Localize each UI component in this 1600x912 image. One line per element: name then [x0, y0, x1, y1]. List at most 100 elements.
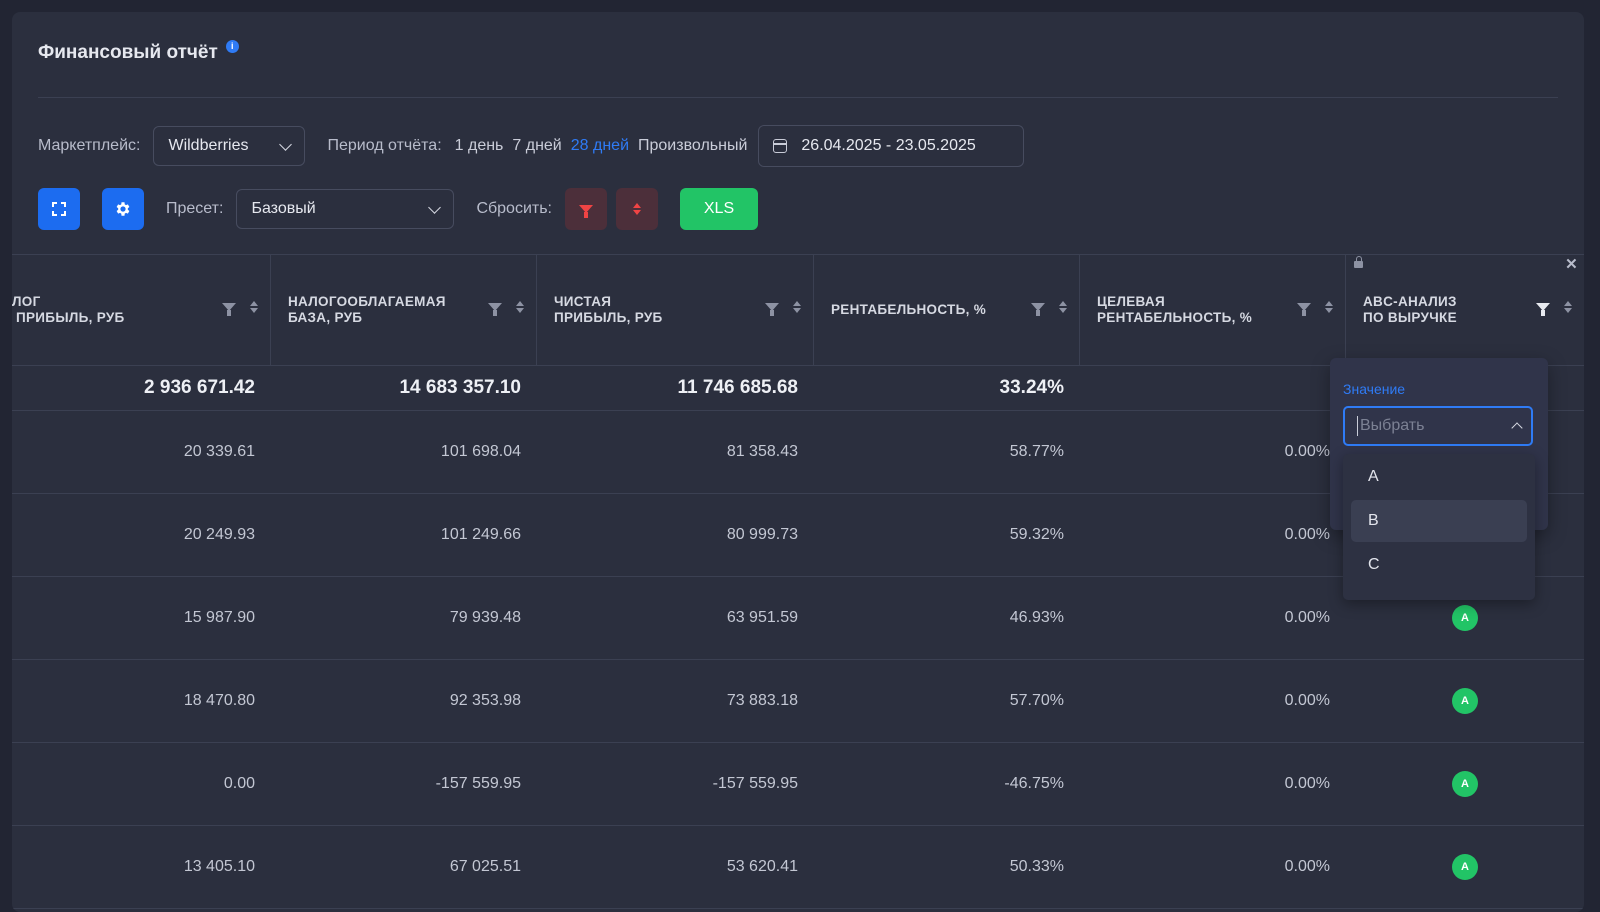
table-cell: 73 883.18	[726, 692, 798, 709]
marketplace-select[interactable]: Wildberries	[153, 126, 306, 166]
col-header-target-profitability[interactable]: ЦЕЛЕВАЯ РЕНТАБЕЛЬНОСТЬ, %	[1080, 255, 1346, 365]
sort-icon[interactable]	[1059, 301, 1067, 313]
chevron-down-icon	[428, 200, 442, 214]
option-b[interactable]: B	[1351, 500, 1527, 542]
col-header-profitability[interactable]: РЕНТАБЕЛЬНОСТЬ, %	[814, 255, 1080, 365]
table-cell: 92 353.98	[449, 692, 521, 709]
col-header-label: ЛОГ ПРИБЫЛЬ, РУБ	[12, 294, 125, 326]
col-header-label: ABC-АНАЛИЗ ПО ВЫРУЧКЕ	[1363, 294, 1457, 326]
col-header-taxable-base[interactable]: НАЛОГООБЛАГАЕМАЯ БАЗА, РУБ	[271, 255, 537, 365]
table-cell: 101 249.66	[440, 526, 521, 543]
settings-button[interactable]	[102, 188, 144, 230]
col-header-label: ЧИСТАЯ ПРИБЫЛЬ, РУБ	[554, 294, 663, 326]
col-tools	[765, 301, 801, 316]
filter-icon[interactable]	[765, 303, 779, 316]
table-cell: 46.93%	[1009, 609, 1064, 626]
reset-filters-button[interactable]	[565, 188, 607, 230]
filter-options-list: A B C	[1343, 454, 1535, 600]
table-cell: -46.75%	[1004, 775, 1064, 792]
col-tools	[1536, 301, 1572, 316]
totals-row: 2 936 671.42 14 683 357.10 11 746 685.68…	[12, 366, 1584, 411]
table-cell: 0.00%	[1284, 609, 1330, 626]
col-tools	[488, 301, 524, 316]
info-icon[interactable]: i	[225, 39, 239, 53]
sort-icon[interactable]	[1325, 301, 1333, 313]
filter-icon[interactable]	[1536, 303, 1550, 316]
sort-icon[interactable]	[1564, 301, 1572, 313]
filter-icon[interactable]	[1297, 303, 1311, 316]
text-caret	[1357, 416, 1358, 436]
table-cell: 0.00%	[1284, 775, 1330, 792]
filter-icon	[579, 205, 593, 218]
col-header-line1: ЧИСТАЯ	[554, 294, 612, 309]
col-header-line1: НАЛОГООБЛАГАЕМАЯ	[288, 294, 446, 309]
table-row[interactable]: 18 470.80 92 353.98 73 883.18 57.70% 0.00% A	[12, 660, 1584, 743]
report-card: Финансовый отчёт i Маркетплейс: Wildberr…	[12, 12, 1584, 912]
lock-icon[interactable]	[1354, 256, 1363, 268]
chevron-down-icon	[279, 137, 293, 151]
report-table: ЛОГ ПРИБЫЛЬ, РУБ НАЛОГООБЛАГАЕМАЯ БАЗА, РУ…	[12, 254, 1584, 909]
table-row[interactable]: 0.00 -157 559.95 -157 559.95 -46.75% 0.00% A	[12, 743, 1584, 826]
table-cell: 15 987.90	[183, 609, 255, 626]
preset-label: Пресет:	[166, 200, 224, 217]
marketplace-value: Wildberries	[168, 137, 249, 154]
title-row: Финансовый отчёт i	[38, 39, 239, 64]
table-cell: 0.00	[223, 775, 255, 792]
col-header-line1: РЕНТАБЕЛЬНОСТЬ, %	[831, 302, 987, 317]
period-1-day[interactable]: 1 день	[454, 137, 504, 154]
table-cell: 18 470.80	[183, 692, 255, 709]
filter-icon[interactable]	[1031, 303, 1045, 316]
filter-value-label: Значение	[1343, 381, 1406, 397]
close-icon[interactable]: ✕	[1565, 256, 1578, 273]
table-row[interactable]: 13 405.10 67 025.51 53 620.41 50.33% 0.00% A	[12, 826, 1584, 909]
fullscreen-button[interactable]	[38, 188, 80, 230]
table-cell: 0.00%	[1284, 443, 1330, 460]
marketplace-label: Маркетплейс:	[38, 137, 141, 154]
preset-select[interactable]: Базовый	[236, 189, 455, 229]
table-row[interactable]: 20 339.61 101 698.04 81 358.43 58.77% 0.00%	[12, 411, 1584, 494]
abc-cell: A	[1346, 743, 1584, 825]
table-cell: 79 939.48	[449, 609, 521, 626]
total-cell: 2 936 671.42	[144, 377, 255, 398]
xls-export-button[interactable]: XLS	[680, 188, 758, 230]
col-header-label: ЦЕЛЕВАЯ РЕНТАБЕЛЬНОСТЬ, %	[1097, 294, 1252, 326]
filter-icon[interactable]	[488, 303, 502, 316]
abc-cell: A	[1346, 826, 1584, 908]
table-cell: 13 405.10	[183, 858, 255, 875]
table-cell: 0.00%	[1284, 692, 1330, 709]
period-custom[interactable]: Произвольный	[638, 137, 748, 154]
table-cell: 0.00%	[1284, 526, 1330, 543]
period-7-days[interactable]: 7 дней	[512, 137, 562, 154]
col-header-net-profit[interactable]: ЧИСТАЯ ПРИБЫЛЬ, РУБ	[537, 255, 814, 365]
filter-icon[interactable]	[222, 303, 236, 316]
table-cell: 59.32%	[1009, 526, 1064, 543]
abc-grade-badge: A	[1452, 688, 1478, 714]
period-label: Период отчёта:	[327, 137, 442, 154]
divider	[38, 97, 1558, 98]
col-header-label: НАЛОГООБЛАГАЕМАЯ БАЗА, РУБ	[288, 294, 446, 326]
col-header-abc-analysis[interactable]: ✕ ABC-АНАЛИЗ ПО ВЫРУЧКЕ	[1346, 255, 1584, 365]
table-cell: 81 358.43	[726, 443, 798, 460]
option-a[interactable]: A	[1368, 468, 1379, 485]
filter-value-select[interactable]: Выбрать	[1343, 406, 1533, 446]
col-tools	[222, 301, 258, 316]
period-28-days[interactable]: 28 дней	[570, 137, 629, 154]
table-cell: 57.70%	[1009, 692, 1064, 709]
col-tools	[1031, 301, 1067, 316]
date-range-picker[interactable]: 26.04.2025 - 23.05.2025	[758, 125, 1025, 167]
sort-icon[interactable]	[250, 301, 258, 313]
chevron-up-icon	[1511, 422, 1523, 434]
sort-icon[interactable]	[516, 301, 524, 313]
reset-label: Сбросить:	[476, 200, 552, 217]
col-header-line1: ЦЕЛЕВАЯ	[1097, 294, 1165, 309]
option-c[interactable]: C	[1368, 556, 1380, 573]
table-row[interactable]: 15 987.90 79 939.48 63 951.59 46.93% 0.00% A	[12, 577, 1584, 660]
reset-sort-button[interactable]	[616, 188, 658, 230]
col-header-tax-profit[interactable]: ЛОГ ПРИБЫЛЬ, РУБ	[12, 255, 271, 365]
abc-filter-dropdown: Значение Выбрать A B C	[1330, 358, 1548, 600]
table-cell: 63 951.59	[726, 609, 798, 626]
col-header-line2: ПРИБЫЛЬ, РУБ	[554, 310, 663, 325]
date-range-value: 26.04.2025 - 23.05.2025	[801, 137, 976, 154]
table-row[interactable]: 20 249.93 101 249.66 80 999.73 59.32% 0.00%	[12, 494, 1584, 577]
sort-icon[interactable]	[793, 301, 801, 313]
